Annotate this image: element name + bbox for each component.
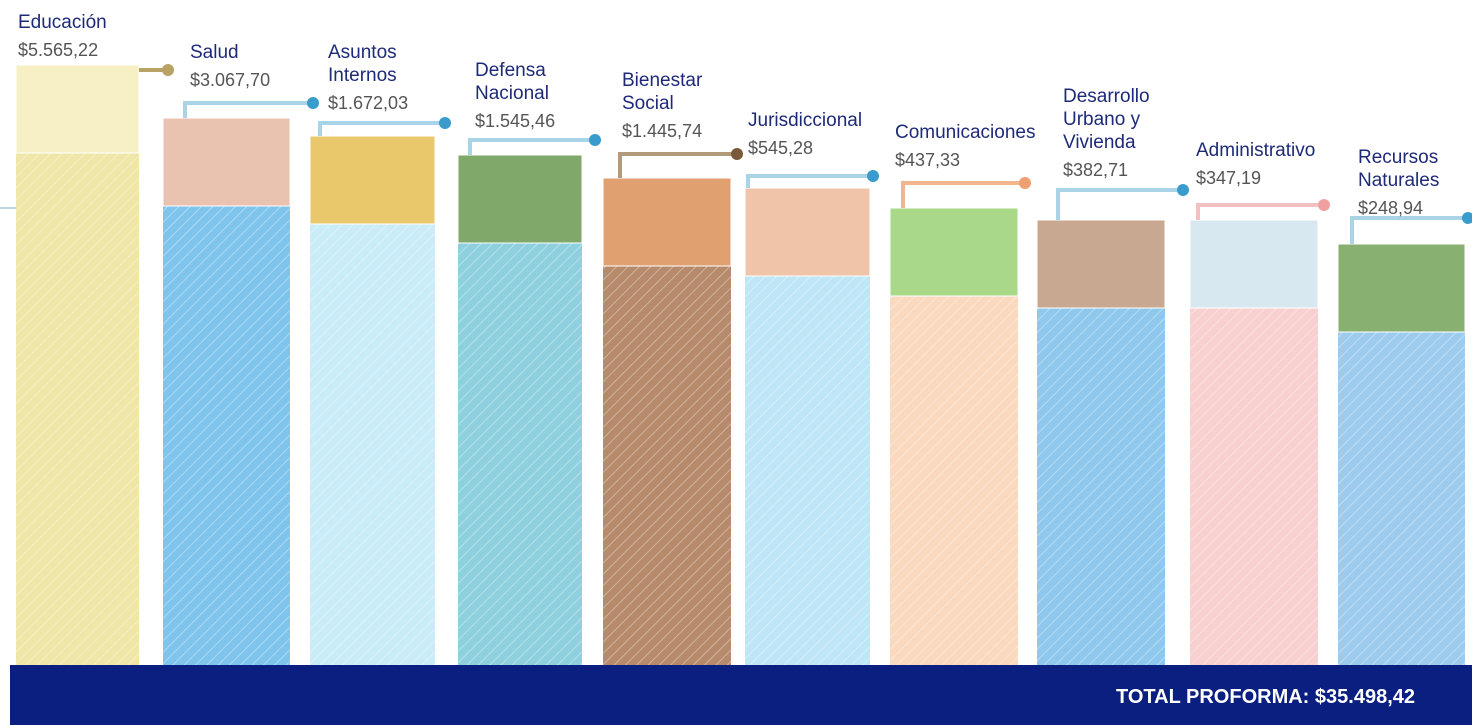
- connector-dot: [307, 97, 319, 109]
- connector: [470, 140, 595, 155]
- connector-dot: [1177, 184, 1189, 196]
- category-label: Comunicaciones: [895, 122, 1035, 143]
- connector: [1198, 205, 1324, 220]
- connector: [320, 123, 445, 136]
- illustration: [458, 155, 582, 243]
- illustration: [603, 178, 731, 266]
- amount: $3.067,70: [190, 70, 270, 90]
- connector-dot: [439, 117, 451, 129]
- category-label: Asuntos: [328, 42, 397, 63]
- connector-dot: [589, 134, 601, 146]
- column-hatch: [16, 65, 139, 665]
- connector-dot: [162, 64, 174, 76]
- category-label: Nacional: [475, 83, 549, 104]
- category-label: Vivienda: [1063, 132, 1136, 153]
- amount: $1.545,46: [475, 111, 555, 131]
- connector: [185, 103, 313, 118]
- connector: [1058, 190, 1183, 220]
- category-label: Internos: [328, 65, 397, 86]
- illustration: [745, 188, 870, 276]
- connector: [903, 183, 1025, 208]
- category-label: Naturales: [1358, 170, 1439, 191]
- category-label: Social: [622, 93, 674, 114]
- connector-dot: [867, 170, 879, 182]
- category-label: Jurisdiccional: [748, 110, 862, 131]
- category-label: Bienestar: [622, 70, 703, 91]
- illustration: [1037, 220, 1165, 308]
- connector: [620, 154, 737, 178]
- category-label: Administrativo: [1196, 140, 1315, 161]
- amount: $437,33: [895, 150, 960, 170]
- illustration: [16, 65, 139, 153]
- category-label: Defensa: [475, 60, 546, 81]
- amount: $382,71: [1063, 160, 1128, 180]
- amount: $1.672,03: [328, 93, 408, 113]
- illustration: [163, 118, 290, 206]
- amount: $5.565,22: [18, 40, 98, 60]
- illustration: [1190, 220, 1318, 308]
- category-label: Urbano y: [1063, 109, 1141, 130]
- connector-dot: [1318, 199, 1330, 211]
- total: TOTAL PROFORMA: $35.498,42: [1116, 686, 1415, 708]
- category-label: Desarrollo: [1063, 86, 1150, 107]
- amount: $347,19: [1196, 168, 1261, 188]
- category-label: Educación: [18, 12, 107, 33]
- illustration: [1338, 244, 1465, 332]
- category-label: Recursos: [1358, 147, 1438, 168]
- amount: $248,94: [1358, 198, 1423, 218]
- illustration: [310, 136, 435, 224]
- amount: $545,28: [748, 138, 813, 158]
- connector: [1352, 218, 1468, 244]
- amount: $1.445,74: [622, 121, 702, 141]
- category-label: Salud: [190, 42, 239, 63]
- connector-dot: [1462, 212, 1472, 224]
- connector: [748, 176, 873, 188]
- connector-dot: [731, 148, 743, 160]
- infographic: Educación $5.565,22 Salud $3.067,70 AsuntosI…: [0, 0, 1472, 725]
- connector-dot: [1019, 177, 1031, 189]
- illustration: [890, 208, 1018, 296]
